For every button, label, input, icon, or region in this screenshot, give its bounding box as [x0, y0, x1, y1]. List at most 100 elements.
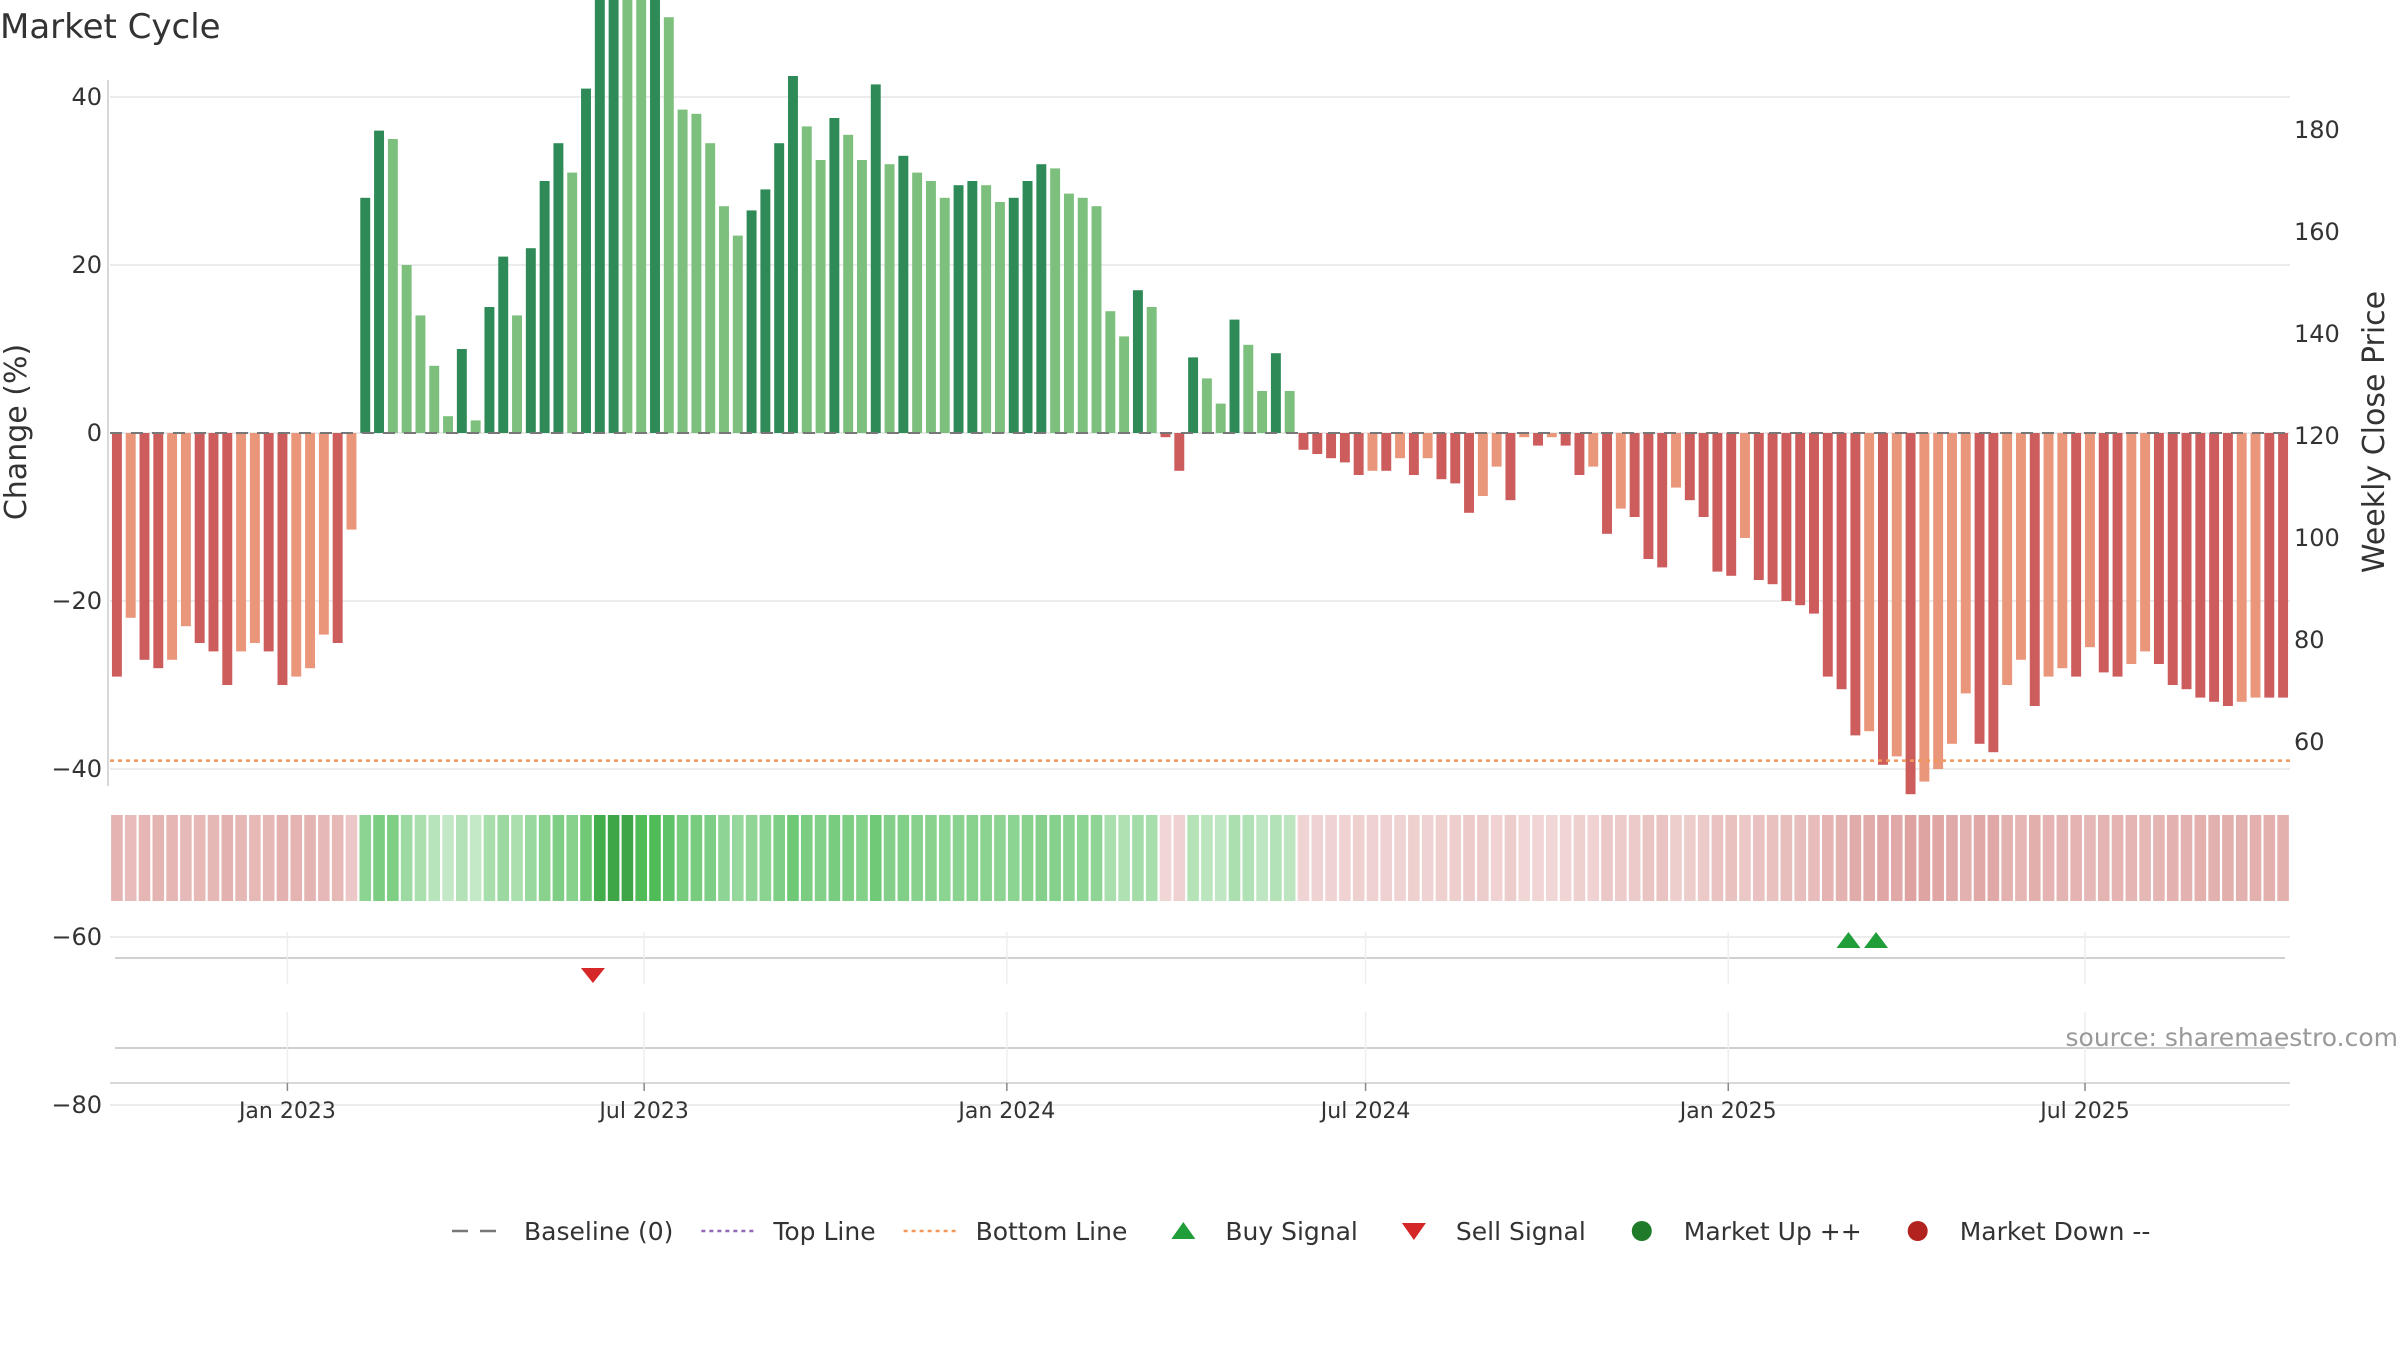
bar — [1436, 433, 1447, 480]
cycle-strip-cell — [1959, 815, 1972, 901]
right-tick-label: 80 — [2294, 626, 2325, 654]
cycle-strip-cell — [1159, 815, 1172, 901]
cycle-strip-cell — [124, 815, 137, 901]
cycle-strip-cell — [897, 815, 910, 901]
cycle-strip-cell — [925, 815, 937, 901]
right-tick-label: 120 — [2294, 422, 2340, 450]
bar — [870, 84, 881, 434]
bar — [305, 433, 316, 669]
bar — [925, 181, 936, 433]
cycle-strip-cell — [1670, 815, 1682, 901]
cycle-strip-cell — [2166, 815, 2179, 901]
bar — [1602, 433, 1612, 534]
cycle-strip-cell — [1408, 815, 1420, 901]
bar — [1519, 433, 1530, 438]
x-tick-label: Jan 2025 — [1678, 1099, 1777, 1124]
right-tick-label: 60 — [2294, 728, 2325, 756]
cycle-strip-cell — [1587, 815, 1600, 901]
cycle-strip-cell — [1021, 815, 1034, 901]
cycle-strip-cell — [1766, 815, 1779, 901]
cycle-strip-cell — [1642, 815, 1655, 901]
bar — [139, 433, 150, 660]
bar — [732, 235, 743, 433]
cycle-strip-cell — [207, 815, 220, 901]
bar — [1795, 433, 1806, 606]
bar — [898, 155, 909, 434]
cycle-strip-cell — [1877, 815, 1889, 901]
cycle-strip-cell — [759, 815, 772, 901]
cycle-strip-cell — [1242, 815, 1255, 901]
cycle-strip-cell — [1711, 815, 1724, 901]
legend-swatch — [1171, 1222, 1196, 1239]
bar — [1505, 433, 1516, 501]
bar — [1270, 353, 1281, 433]
bar — [967, 181, 978, 433]
cycle-strip-cell — [235, 815, 247, 901]
cycle-strip-cell — [663, 815, 675, 901]
cycle-strip-cell — [1297, 815, 1310, 901]
bar — [1105, 311, 1116, 433]
bar — [1546, 433, 1557, 438]
bar — [1215, 403, 1226, 433]
cycle-strip-cell — [1518, 815, 1531, 901]
bar — [415, 315, 426, 433]
legend-label: Buy Signal — [1225, 1217, 1358, 1246]
legend-item: Market Down -- — [1907, 1217, 2150, 1246]
cycle-strip-cell — [1628, 815, 1641, 901]
bar — [1836, 433, 1847, 690]
bar — [2002, 433, 2013, 685]
bar — [1257, 391, 1268, 433]
cycle-strip-cell — [1794, 815, 1806, 901]
bar — [346, 433, 357, 530]
cycle-strip-cell — [359, 815, 372, 901]
cycle-strip-cell — [1725, 815, 1737, 901]
bar — [1781, 433, 1792, 601]
cycle-strip-cell — [2070, 815, 2082, 901]
bar — [994, 202, 1005, 433]
cycle-strip-cell — [1946, 815, 1958, 901]
cycle-strip-cell — [2277, 815, 2289, 901]
bar — [2167, 433, 2178, 685]
left-tick-label: −20 — [51, 587, 102, 615]
bar — [801, 126, 812, 434]
cycle-strip-cell — [1780, 815, 1793, 901]
bar — [332, 433, 343, 643]
bar — [1643, 433, 1654, 559]
bar — [788, 76, 798, 433]
cycle-strip-cell — [704, 815, 716, 901]
legend-item: Baseline (0) — [452, 1217, 673, 1246]
legend-label: Bottom Line — [976, 1217, 1128, 1246]
left-tick-label: 0 — [87, 419, 102, 447]
cycle-strip-cell — [1532, 815, 1544, 901]
cycle-strip-cell — [1201, 815, 1213, 901]
cycle-strip — [111, 815, 2289, 901]
bar — [429, 365, 440, 433]
legend-label: Market Up ++ — [1684, 1217, 1862, 1246]
cycle-strip-cell — [1214, 815, 1227, 901]
cycle-strip-cell — [1821, 815, 1834, 901]
bar — [746, 210, 757, 433]
legend-item: Market Up ++ — [1631, 1217, 1862, 1246]
right-tick-label: 160 — [2294, 218, 2340, 246]
bar — [1560, 433, 1571, 446]
bar — [1229, 319, 1240, 433]
bar — [2209, 433, 2220, 702]
cycle-strip-cell — [1932, 815, 1944, 901]
cycle-strip-cell — [1973, 815, 1986, 901]
bar — [1615, 433, 1626, 509]
bar — [1408, 433, 1419, 475]
cycle-strip-cell — [1490, 815, 1503, 901]
cycle-strip-cell — [594, 815, 606, 901]
bar — [1933, 433, 1944, 769]
bar — [815, 160, 826, 433]
bar — [1146, 307, 1157, 433]
bar — [360, 197, 371, 433]
cycle-strip-cell — [856, 815, 868, 901]
cycle-strip-cell — [1808, 815, 1820, 901]
cycle-strip-cell — [911, 815, 923, 901]
left-tick-label: −40 — [51, 755, 102, 783]
bar — [2264, 433, 2275, 698]
cycle-strip-cell — [1256, 815, 1268, 901]
cycle-strip-cell — [1421, 815, 1434, 901]
cycle-strip-cell — [869, 815, 882, 901]
